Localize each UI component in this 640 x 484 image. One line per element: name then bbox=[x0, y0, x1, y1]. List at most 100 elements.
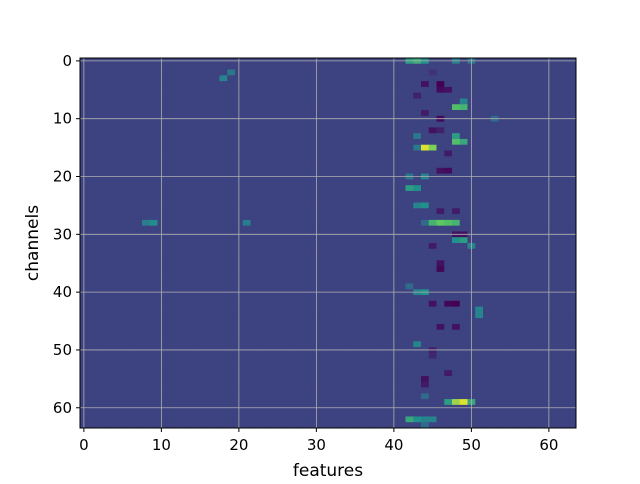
heatmap-cell bbox=[328, 185, 337, 192]
heatmap-cell bbox=[552, 329, 561, 336]
heatmap-cell bbox=[87, 104, 96, 111]
heatmap-cell bbox=[568, 323, 577, 331]
heatmap-cell bbox=[320, 318, 329, 325]
heatmap-cell bbox=[320, 150, 329, 157]
heatmap-cell bbox=[95, 75, 104, 82]
heatmap-cell bbox=[196, 399, 205, 406]
heatmap-cell bbox=[134, 341, 143, 348]
heatmap-cell bbox=[297, 370, 306, 377]
heatmap-cell bbox=[382, 179, 391, 186]
heatmap-cell bbox=[351, 335, 360, 342]
heatmap-cell bbox=[359, 393, 368, 400]
heatmap-cell bbox=[242, 283, 251, 290]
heatmap-cell bbox=[514, 133, 523, 140]
heatmap-cell bbox=[250, 63, 259, 70]
heatmap-cell bbox=[142, 260, 151, 267]
heatmap-cell bbox=[118, 219, 127, 227]
heatmap-cell bbox=[405, 393, 414, 400]
heatmap-cell bbox=[568, 335, 577, 342]
heatmap-cell bbox=[266, 248, 275, 255]
heatmap-cell bbox=[459, 150, 468, 157]
heatmap-cell bbox=[374, 121, 383, 128]
heatmap-cell bbox=[374, 156, 383, 163]
heatmap-cell bbox=[204, 219, 213, 227]
heatmap-cell bbox=[506, 167, 515, 175]
heatmap-cell bbox=[343, 283, 352, 290]
heatmap-cell bbox=[490, 219, 499, 227]
heatmap-cell bbox=[397, 393, 406, 400]
heatmap-cell bbox=[227, 323, 236, 331]
heatmap-cell bbox=[498, 127, 507, 134]
heatmap-cell bbox=[173, 254, 182, 261]
heatmap-cell bbox=[250, 370, 259, 377]
heatmap-cell bbox=[405, 150, 414, 157]
heatmap-cell bbox=[204, 323, 213, 331]
heatmap-cell bbox=[568, 92, 577, 99]
heatmap-cell bbox=[343, 144, 352, 151]
heatmap-cell bbox=[529, 399, 538, 406]
heatmap-cell bbox=[173, 260, 182, 267]
heatmap-cell bbox=[452, 225, 461, 232]
heatmap-cell bbox=[428, 104, 437, 111]
heatmap-cell bbox=[118, 323, 127, 331]
heatmap-cell bbox=[444, 214, 453, 221]
heatmap-cell bbox=[413, 196, 422, 203]
heatmap-cell bbox=[258, 63, 267, 70]
heatmap-cell bbox=[428, 81, 437, 88]
heatmap-cell bbox=[134, 410, 143, 417]
heatmap-cell bbox=[180, 179, 189, 186]
heatmap-cell bbox=[320, 283, 329, 290]
heatmap-cell bbox=[211, 283, 220, 290]
heatmap-cell bbox=[227, 387, 236, 394]
heatmap-cell bbox=[560, 75, 569, 82]
heatmap-cell bbox=[297, 399, 306, 406]
heatmap-cell bbox=[242, 243, 251, 250]
heatmap-cell bbox=[250, 248, 259, 255]
heatmap-cell bbox=[328, 156, 337, 163]
heatmap-cell bbox=[304, 104, 313, 111]
heatmap-cell bbox=[188, 86, 197, 94]
heatmap-cell bbox=[118, 358, 127, 365]
heatmap-cell bbox=[560, 156, 569, 163]
heatmap-cell bbox=[266, 110, 275, 117]
heatmap-cell bbox=[142, 110, 151, 117]
heatmap-cell bbox=[266, 341, 275, 348]
heatmap-cell bbox=[281, 277, 290, 284]
heatmap-cell bbox=[328, 393, 337, 400]
heatmap-cell bbox=[126, 86, 135, 94]
heatmap-cell bbox=[421, 352, 430, 360]
heatmap-cell bbox=[506, 202, 515, 209]
heatmap-cell bbox=[173, 306, 182, 313]
heatmap-cell bbox=[514, 110, 523, 117]
heatmap-cell bbox=[297, 104, 306, 111]
heatmap-cell bbox=[459, 156, 468, 163]
heatmap-cell bbox=[537, 110, 546, 117]
heatmap-cell bbox=[289, 243, 298, 250]
heatmap-cell bbox=[297, 277, 306, 284]
heatmap-cell bbox=[165, 335, 174, 342]
heatmap-cell bbox=[95, 162, 104, 169]
heatmap-cell bbox=[475, 364, 484, 371]
heatmap-cell bbox=[405, 243, 414, 250]
heatmap-cell bbox=[289, 271, 298, 279]
heatmap-cell bbox=[320, 81, 329, 88]
heatmap-cell bbox=[475, 352, 484, 360]
heatmap-cell bbox=[374, 63, 383, 70]
heatmap-cell bbox=[506, 133, 515, 140]
heatmap-cell bbox=[529, 254, 538, 261]
heatmap-cell bbox=[537, 167, 546, 175]
heatmap-cell bbox=[95, 416, 104, 423]
heatmap-cell bbox=[211, 219, 220, 227]
heatmap-cell bbox=[405, 358, 414, 365]
heatmap-cell bbox=[413, 156, 422, 163]
heatmap-cell bbox=[413, 266, 422, 273]
heatmap-cell bbox=[219, 335, 228, 342]
heatmap-cell bbox=[242, 422, 251, 429]
heatmap-cell bbox=[560, 312, 569, 319]
heatmap-cell bbox=[421, 156, 430, 163]
heatmap-cell bbox=[560, 254, 569, 261]
heatmap-cell bbox=[320, 69, 329, 76]
heatmap-cell bbox=[405, 81, 414, 88]
heatmap-cell bbox=[211, 364, 220, 371]
heatmap-cell bbox=[428, 133, 437, 140]
